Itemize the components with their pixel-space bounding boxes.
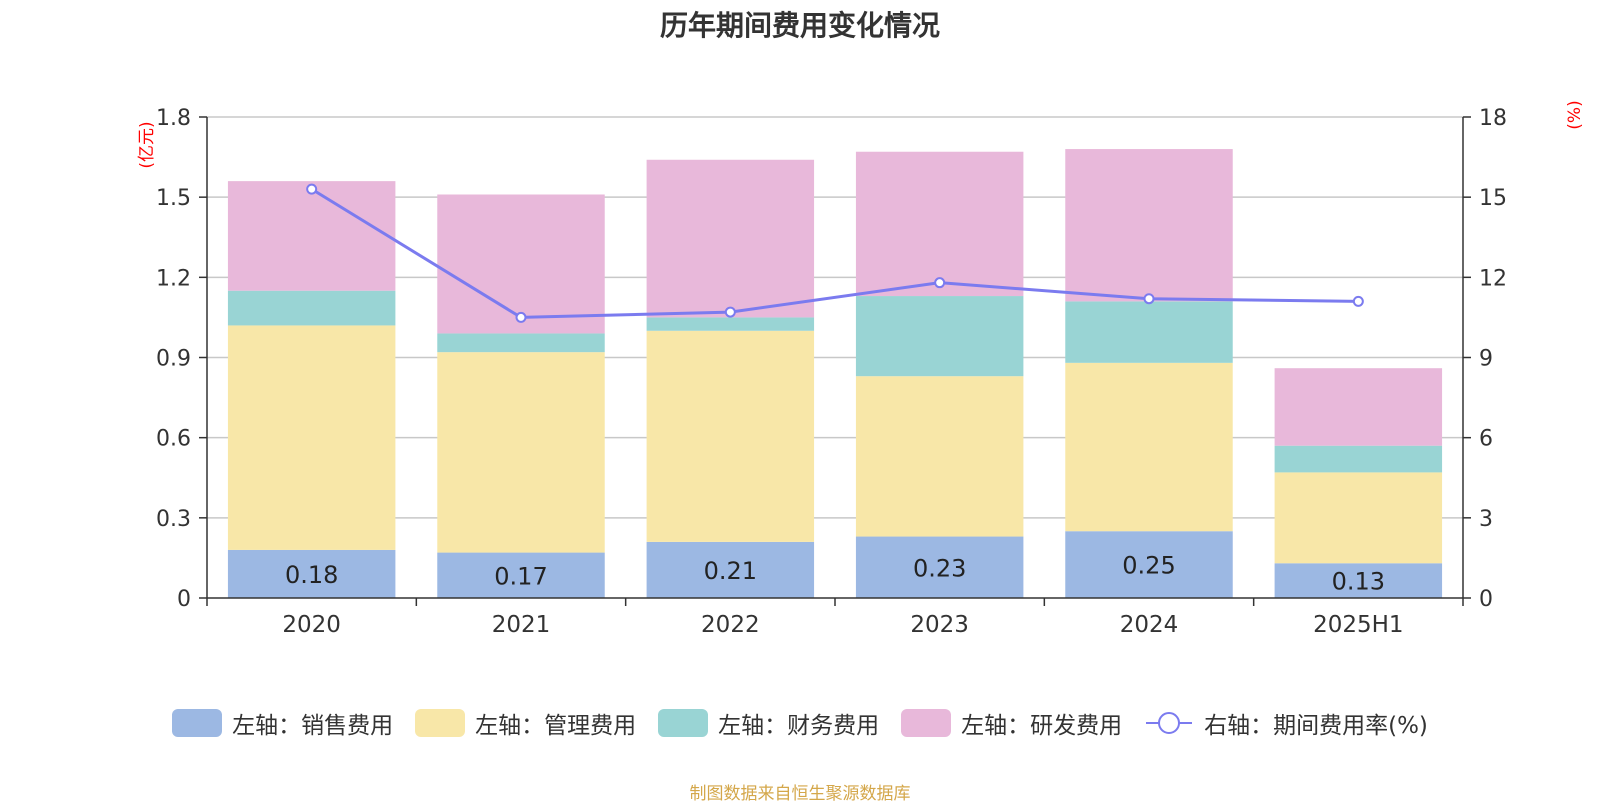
bar-segment-1: [227, 549, 396, 598]
right-tick-label: 18: [1479, 106, 1507, 131]
bar-segment-4: [855, 151, 1024, 297]
legend-swatch: [658, 709, 709, 737]
bar-value-label: 0.25: [1122, 552, 1175, 580]
bar-value-label: 0.13: [1332, 568, 1385, 596]
bar-segment-3: [1274, 445, 1443, 473]
chart-title: 历年期间费用变化情况: [659, 9, 940, 42]
right-tick-label: 15: [1479, 186, 1507, 211]
bar-segment-4: [1274, 368, 1443, 446]
grid-lines: [207, 116, 1463, 519]
axes: 0 0.3 0.6 0.9 1.2 1.5 1.8 0 3 6 9 12 15 18 2020 2021 202…: [156, 106, 1507, 638]
right-axis-unit: (%): [1565, 100, 1585, 129]
bar-segment-2: [1065, 362, 1233, 532]
bar-value-label: 0.18: [285, 561, 338, 589]
bar-segment-4: [437, 194, 605, 334]
left-tick-label: 0.3: [156, 507, 191, 532]
legend-item-4[interactable]: 左轴：研发费用: [901, 706, 1122, 740]
x-tick-label: 2023: [910, 612, 969, 638]
bar-segment-3: [855, 296, 1024, 377]
bar-segment-4: [1065, 149, 1233, 302]
legend-label: 左轴：财务费用: [718, 713, 880, 739]
bar-value-label: 0.21: [704, 557, 757, 585]
legend-item-3[interactable]: 左轴：财务费用: [658, 706, 879, 740]
bar-segment-1: [1274, 563, 1443, 598]
left-tick-label: 1.2: [156, 266, 191, 291]
legend-label: 右轴：期间费用率(%): [1204, 713, 1428, 739]
source-note: 制图数据来自恒生聚源数据库: [689, 784, 911, 804]
bar-value-label: 0.17: [494, 562, 547, 590]
x-tick-label: 2021: [492, 612, 551, 638]
left-tick-label: 1.5: [156, 186, 191, 211]
bar-segment-1: [646, 541, 815, 598]
bar-segment-1: [1065, 531, 1233, 598]
right-tick-label: 9: [1479, 347, 1493, 372]
legend-label: 左轴：研发费用: [961, 713, 1123, 739]
left-tick-label: 1.8: [156, 106, 191, 131]
right-tick-label: 6: [1479, 427, 1493, 452]
rate-line-path: [310, 187, 1359, 319]
bar-segment-3: [1065, 301, 1233, 363]
right-tick-label: 12: [1479, 266, 1507, 291]
legend-label: 左轴：销售费用: [232, 713, 394, 739]
legend: 左轴：销售费用 左轴：管理费用 左轴：财务费用 左轴：研发费用 右轴：期间费用率(%): [0, 706, 1600, 740]
bar-data-labels: 0.18 0.17 0.21 0.23 0.25 0.13: [285, 552, 1385, 596]
left-tick-label: 0.9: [156, 347, 191, 372]
bar-segment-2: [437, 352, 605, 553]
left-tick-label: 0.6: [156, 427, 191, 452]
bar-segment-2: [1274, 472, 1443, 564]
bar-segment-2: [855, 376, 1024, 537]
legend-swatch: [415, 709, 466, 737]
bar-segment-1: [855, 536, 1024, 598]
x-tick-label: 2022: [701, 612, 760, 638]
rate-line: [306, 183, 1364, 323]
x-tick-label: 2020: [282, 612, 341, 638]
left-axis-unit: (亿元): [137, 121, 157, 168]
bar-segment-2: [646, 330, 815, 542]
rate-point: [515, 311, 527, 323]
legend-item-5[interactable]: 右轴：期间费用率(%): [1144, 706, 1428, 740]
right-tick-label: 3: [1479, 507, 1493, 532]
legend-line-circle-icon: [1146, 712, 1193, 734]
rate-point: [724, 306, 736, 318]
rate-point: [1143, 293, 1155, 305]
rate-point: [1352, 295, 1364, 307]
bar-segment-3: [437, 333, 605, 353]
bar-segment-4: [646, 159, 815, 318]
rate-point: [934, 277, 946, 289]
rate-point: [306, 183, 318, 195]
bar-segment-3: [646, 317, 815, 331]
bar-segment-1: [437, 552, 605, 598]
bar-value-label: 0.23: [913, 554, 966, 582]
legend-swatch: [901, 709, 952, 737]
legend-item-2[interactable]: 左轴：管理费用: [415, 706, 636, 740]
legend-swatch: [172, 709, 223, 737]
bars: [227, 149, 1443, 598]
bar-segment-4: [227, 181, 396, 291]
bar-segment-2: [227, 325, 396, 550]
x-tick-label: 2024: [1120, 612, 1179, 638]
legend-label: 左轴：管理费用: [475, 713, 637, 739]
x-tick-label: 2025H1: [1313, 612, 1403, 638]
right-tick-label: 0: [1479, 587, 1493, 612]
bar-segment-3: [227, 290, 396, 326]
legend-item-1[interactable]: 左轴：销售费用: [172, 706, 393, 740]
left-tick-label: 0: [177, 587, 191, 612]
